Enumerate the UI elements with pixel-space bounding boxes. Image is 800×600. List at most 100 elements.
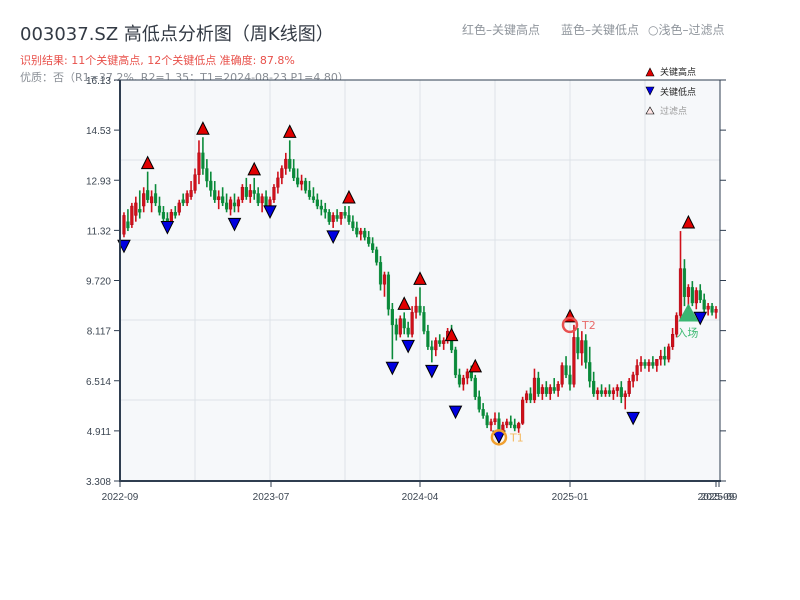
candle-down xyxy=(509,421,513,426)
key-low-marker xyxy=(626,411,640,426)
candle-down xyxy=(205,168,209,182)
key-high-marker xyxy=(468,358,483,373)
x-tick-label: 2025-01 xyxy=(552,492,589,503)
candle-up xyxy=(272,187,276,200)
y-tick-label: 8.117 xyxy=(87,327,112,338)
key-low-marker xyxy=(425,364,439,379)
candle-down xyxy=(311,196,316,200)
y-tick-label: 4.911 xyxy=(87,427,112,438)
candle-down xyxy=(643,362,647,366)
candle-down xyxy=(544,387,548,394)
candle-up xyxy=(611,390,616,394)
candle-down xyxy=(232,202,237,207)
candle-down xyxy=(303,180,308,191)
candle-down xyxy=(292,168,296,179)
key-low-marker xyxy=(448,405,463,420)
candle-up xyxy=(631,374,635,382)
key-low-marker xyxy=(401,339,415,354)
candle-down xyxy=(418,305,422,313)
x-tick-label-overlap: 2025-09 xyxy=(701,492,738,503)
candle-down xyxy=(619,387,623,398)
candle-down xyxy=(201,152,205,169)
x-tick-label: 2023-07 xyxy=(253,492,290,503)
t1-ring xyxy=(490,429,508,446)
entry-label: 入场 xyxy=(676,325,698,339)
candle-down xyxy=(335,215,339,219)
t2-ring xyxy=(561,316,579,334)
page-title: 003037.SZ 高低点分析图（周K线图） xyxy=(20,24,334,45)
candle-up xyxy=(521,399,525,424)
candle-down xyxy=(430,346,434,351)
candle-down xyxy=(473,377,477,398)
key-high-marker xyxy=(282,124,297,138)
candle-down xyxy=(315,199,319,207)
candle-up xyxy=(540,387,544,394)
candle-down xyxy=(173,212,177,216)
candle-up xyxy=(671,334,675,347)
candle-up xyxy=(398,318,402,335)
candle-down xyxy=(702,299,706,310)
key-high-marker xyxy=(342,189,356,204)
candle-up xyxy=(678,268,683,316)
candle-up xyxy=(442,340,446,344)
t1-label: T1 xyxy=(509,431,524,444)
candle-down xyxy=(568,374,572,385)
candle-up xyxy=(434,340,438,351)
candle-down xyxy=(402,318,406,329)
candle-down xyxy=(355,227,359,235)
candle-down xyxy=(469,371,473,379)
candle-down xyxy=(690,287,694,304)
candle-down xyxy=(363,230,367,238)
candle-up xyxy=(714,309,718,313)
candle-up xyxy=(489,421,493,426)
candle-up xyxy=(276,177,280,188)
candle-up xyxy=(299,180,304,185)
candle-up xyxy=(185,193,189,204)
candle-down xyxy=(422,312,426,332)
key-high-marker xyxy=(444,327,459,342)
key-high-marker xyxy=(413,271,427,285)
candle-up xyxy=(260,196,264,204)
key-high-marker xyxy=(397,296,412,310)
candle-down xyxy=(213,190,217,200)
candle-down xyxy=(161,212,166,219)
candle-down xyxy=(481,409,485,416)
candle-up xyxy=(647,362,651,366)
candle-up xyxy=(706,305,710,310)
candle-down xyxy=(390,309,394,326)
candle-up xyxy=(596,390,600,394)
legend-label-high: 关键高点 xyxy=(660,66,696,78)
candle-up xyxy=(524,393,529,401)
candle-down xyxy=(343,212,347,216)
candle-down xyxy=(323,208,327,213)
candle-down xyxy=(371,243,375,251)
candle-down xyxy=(319,205,323,210)
candle-up xyxy=(217,196,221,200)
candle-up xyxy=(197,152,201,175)
y-tick-label: 11.32 xyxy=(87,226,112,237)
candle-up xyxy=(268,199,272,207)
candle-up xyxy=(169,212,173,222)
legend-text-light: ○浅色–过滤点 xyxy=(648,23,725,37)
y-tick-label: 9.720 xyxy=(86,277,111,288)
candle-up xyxy=(615,387,619,391)
candle-down xyxy=(126,221,130,229)
chart-legend: 关键高点 关键低点 过滤点 xyxy=(645,66,696,117)
y-tick-label: 6.514 xyxy=(86,377,111,388)
candle-down xyxy=(307,190,312,197)
candle-up xyxy=(236,199,241,207)
candle-down xyxy=(252,190,256,194)
candle-down xyxy=(394,324,398,335)
candle-up xyxy=(189,190,193,197)
legend-text-red: 红色–关键高点 xyxy=(462,23,541,37)
candle-down xyxy=(296,177,300,185)
candle-down xyxy=(157,205,162,213)
candle-up xyxy=(580,340,584,354)
candle-up xyxy=(623,393,627,398)
candle-up xyxy=(331,215,335,222)
candle-down xyxy=(485,415,489,426)
legend-label-low: 关键低点 xyxy=(660,86,696,98)
x-tick-label: 2025-09 xyxy=(698,492,735,503)
entry-marker xyxy=(678,303,699,322)
candle-up xyxy=(517,423,521,429)
